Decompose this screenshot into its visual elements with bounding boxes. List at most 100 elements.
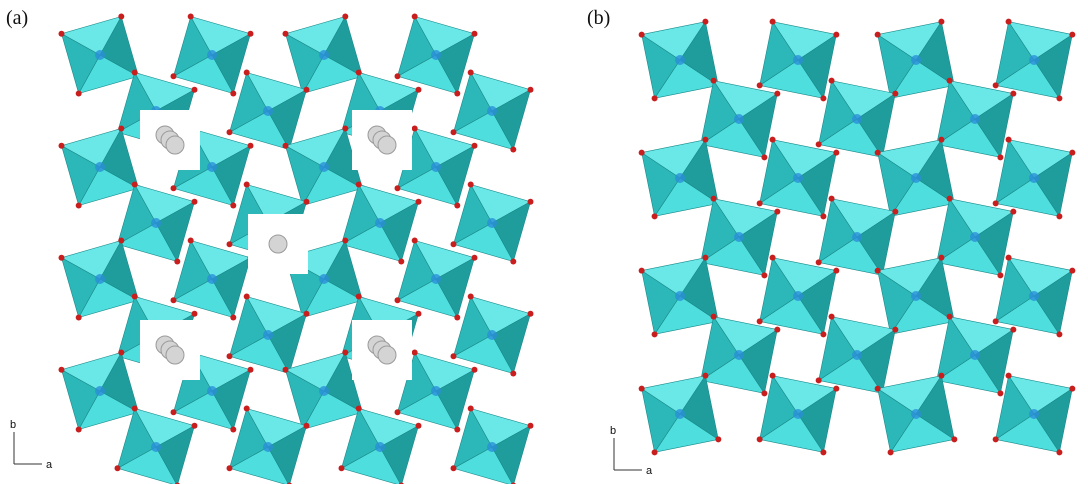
oxygen-atom — [702, 373, 708, 379]
oxygen-atom — [59, 143, 65, 149]
oxygen-atom — [303, 87, 309, 93]
oxygen-atom — [816, 377, 822, 383]
oxygen-atom — [247, 31, 253, 37]
oxygen-atom — [1006, 137, 1012, 143]
metal-atom — [675, 55, 685, 65]
oxygen-atom — [303, 423, 309, 429]
oxygen-atom — [230, 202, 236, 208]
metal-atom — [675, 291, 685, 301]
oxygen-atom — [76, 426, 82, 432]
oxygen-atom — [356, 406, 362, 412]
oxygen-atom — [1010, 327, 1016, 333]
oxygen-atom — [395, 297, 401, 303]
oxygen-atom — [770, 255, 776, 261]
oxygen-atom — [770, 373, 776, 379]
oxygen-atom — [188, 238, 194, 244]
metal-atom — [852, 232, 862, 242]
oxygen-atom — [816, 141, 822, 147]
oxygen-atom — [639, 386, 645, 392]
metal-atom — [375, 218, 385, 228]
oxygen-atom — [875, 150, 881, 156]
oxygen-atom — [757, 436, 763, 442]
oxygen-atom — [76, 202, 82, 208]
oxygen-atom — [118, 14, 124, 20]
oxygen-atom — [132, 294, 138, 300]
oxygen-atom — [398, 258, 404, 264]
oxygen-atom — [938, 373, 944, 379]
oxygen-atom — [761, 154, 767, 160]
cation-atom — [166, 346, 184, 364]
cation-atom — [166, 136, 184, 154]
oxygen-atom — [652, 95, 658, 101]
oxygen-atom — [230, 314, 236, 320]
oxygen-atom — [468, 70, 474, 76]
oxygen-atom — [342, 238, 348, 244]
oxygen-atom — [1056, 449, 1062, 455]
oxygen-atom — [1069, 386, 1075, 392]
oxygen-atom — [471, 255, 477, 261]
metal-atom — [95, 162, 105, 172]
oxygen-atom — [454, 202, 460, 208]
oxygen-atom — [527, 311, 533, 317]
oxygen-atom — [833, 268, 839, 274]
panel-label: (a) — [6, 7, 28, 29]
oxygen-atom — [510, 370, 516, 376]
metal-atom — [431, 386, 441, 396]
oxygen-atom — [415, 199, 421, 205]
oxygen-atom — [227, 129, 233, 135]
oxygen-atom — [59, 31, 65, 37]
oxygen-atom — [888, 449, 894, 455]
axis-label: a — [646, 465, 653, 477]
oxygen-atom — [191, 423, 197, 429]
axis-label: a — [46, 459, 53, 471]
oxygen-atom — [1056, 331, 1062, 337]
oxygen-atom — [395, 409, 401, 415]
metal-atom — [263, 330, 273, 340]
oxygen-atom — [829, 314, 835, 320]
figure: (a) (b) b a b a — [0, 0, 1088, 484]
oxygen-atom — [339, 465, 345, 471]
oxygen-atom — [702, 19, 708, 25]
metal-atom — [970, 350, 980, 360]
oxygen-atom — [471, 31, 477, 37]
oxygen-atom — [412, 350, 418, 356]
oxygen-atom — [227, 241, 233, 247]
metal-atom — [487, 330, 497, 340]
metal-atom — [852, 350, 862, 360]
metal-atom — [852, 114, 862, 124]
oxygen-atom — [947, 78, 953, 84]
oxygen-atom — [1010, 91, 1016, 97]
oxygen-atom — [471, 367, 477, 373]
oxygen-atom — [993, 82, 999, 88]
oxygen-atom — [820, 449, 826, 455]
metal-atom — [263, 442, 273, 452]
oxygen-atom — [993, 200, 999, 206]
oxygen-atom — [833, 150, 839, 156]
oxygen-atom — [1069, 268, 1075, 274]
oxygen-atom — [761, 272, 767, 278]
oxygen-atom — [875, 32, 881, 38]
oxygen-atom — [395, 185, 401, 191]
oxygen-atom — [76, 314, 82, 320]
oxygen-atom — [76, 90, 82, 96]
oxygen-atom — [1056, 95, 1062, 101]
oxygen-atom — [191, 199, 197, 205]
metal-atom — [319, 162, 329, 172]
oxygen-atom — [171, 409, 177, 415]
metal-atom — [793, 173, 803, 183]
oxygen-atom — [174, 258, 180, 264]
oxygen-atom — [451, 465, 457, 471]
oxygen-atom — [997, 272, 1003, 278]
cavity — [352, 320, 412, 380]
oxygen-atom — [1010, 209, 1016, 215]
oxygen-atom — [356, 294, 362, 300]
oxygen-atom — [639, 268, 645, 274]
oxygen-atom — [711, 78, 717, 84]
metal-atom — [1029, 173, 1039, 183]
metal-atom — [675, 173, 685, 183]
oxygen-atom — [997, 154, 1003, 160]
metal-atom — [675, 409, 685, 419]
oxygen-atom — [468, 182, 474, 188]
oxygen-atom — [833, 32, 839, 38]
oxygen-atom — [761, 390, 767, 396]
